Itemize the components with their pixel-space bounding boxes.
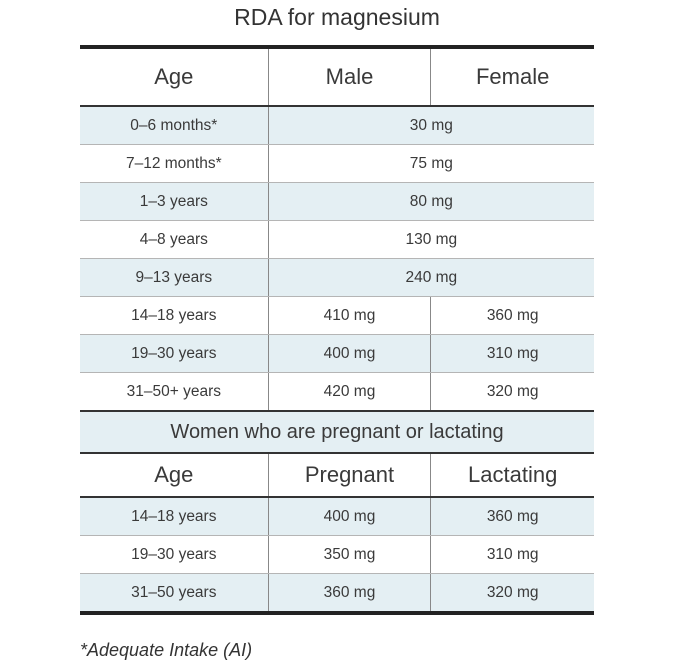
value-cell: 30 mg [409, 116, 453, 134]
lactating-cell: 310 mg [486, 545, 539, 563]
table-row: 7–12 months* 75 mg [80, 145, 594, 183]
table-row: 19–30 years 400 mg 310 mg [80, 335, 594, 373]
female-cell: 310 mg [486, 344, 539, 362]
footnote: *Adequate Intake (AI) [80, 640, 253, 660]
age-cell: 7–12 months* [80, 145, 269, 182]
section-heading: Women who are pregnant or lactating [170, 420, 504, 443]
table-row: 31–50 years 360 mg 320 mg [80, 574, 594, 611]
value-cell: 240 mg [405, 268, 458, 286]
header-age: Age [80, 49, 269, 105]
header-lactating: Lactating [468, 462, 558, 487]
female-cell: 320 mg [486, 382, 539, 400]
age-cell: 19–30 years [80, 536, 269, 573]
lactating-cell: 320 mg [486, 583, 539, 601]
age-cell: 19–30 years [80, 335, 269, 372]
lactating-cell: 360 mg [486, 507, 539, 525]
section-heading-row: Women who are pregnant or lactating [80, 412, 594, 454]
table-row: 14–18 years 400 mg 360 mg [80, 498, 594, 536]
age-cell: 14–18 years [80, 297, 269, 334]
male-cell: 400 mg [269, 335, 432, 372]
rda-table: Age Male Female 0–6 months* 30 mg 7–12 m… [80, 45, 594, 615]
table-title: RDA for magnesium [234, 4, 440, 30]
female-cell: 360 mg [486, 306, 539, 324]
age-cell: 9–13 years [80, 259, 269, 296]
age-cell: 4–8 years [80, 221, 269, 258]
table-row: 4–8 years 130 mg [80, 221, 594, 259]
male-cell: 410 mg [269, 297, 432, 334]
table-row: 19–30 years 350 mg 310 mg [80, 536, 594, 574]
value-cell: 80 mg [409, 192, 453, 210]
pregnant-cell: 360 mg [269, 574, 432, 611]
age-cell: 31–50+ years [80, 373, 269, 410]
header-row: Age Male Female [80, 49, 594, 107]
table-row: 1–3 years 80 mg [80, 183, 594, 221]
table-row: 14–18 years 410 mg 360 mg [80, 297, 594, 335]
table-row: 9–13 years 240 mg [80, 259, 594, 297]
header-female: Female [475, 64, 550, 89]
age-cell: 14–18 years [80, 498, 269, 535]
header-row-2: Age Pregnant Lactating [80, 454, 594, 498]
table-row: 0–6 months* 30 mg [80, 107, 594, 145]
header-male: Male [269, 49, 432, 105]
age-cell: 31–50 years [80, 574, 269, 611]
table-row: 31–50+ years 420 mg 320 mg [80, 373, 594, 412]
header-age-2: Age [80, 454, 269, 496]
pregnant-cell: 350 mg [269, 536, 432, 573]
age-cell: 0–6 months* [80, 107, 269, 144]
value-cell: 130 mg [405, 230, 458, 248]
age-cell: 1–3 years [80, 183, 269, 220]
male-cell: 420 mg [269, 373, 432, 410]
value-cell: 75 mg [409, 154, 453, 172]
pregnant-cell: 400 mg [269, 498, 432, 535]
header-pregnant: Pregnant [269, 454, 432, 496]
